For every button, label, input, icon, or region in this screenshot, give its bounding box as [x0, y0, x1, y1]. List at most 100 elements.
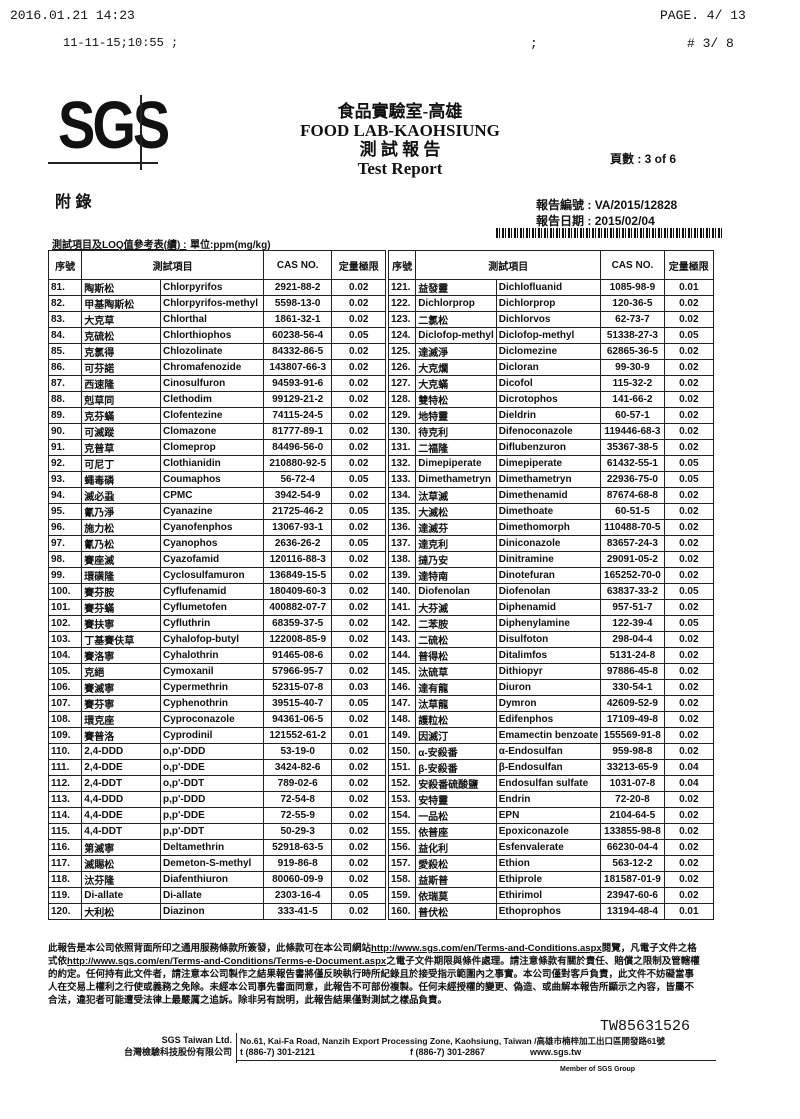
row-no: 154. [387, 807, 417, 824]
cas-no: 121552-61-2 [262, 727, 333, 744]
name-en: Difenoconazole [495, 423, 602, 440]
cas-no: 84332-86-5 [262, 343, 333, 360]
row-no: 117. [47, 855, 83, 872]
cas-no: 72-20-8 [600, 791, 665, 808]
cas-no: 2104-64-5 [600, 807, 665, 824]
loq: 0.02 [331, 391, 386, 408]
name-zh: 2,4-DDT [81, 775, 161, 792]
name-zh: 普得松 [415, 647, 497, 664]
name-en: Di-allate [159, 887, 264, 904]
cas-no: 74115-24-5 [262, 407, 333, 424]
name-zh: 第滅寧 [81, 839, 161, 856]
fax-datetime: 2016.01.21 14:23 [10, 8, 135, 23]
row-no: 92. [47, 455, 83, 472]
loq: 0.02 [663, 855, 715, 872]
name-zh: 達有龍 [415, 679, 497, 696]
table-row: 106. 賽滅寧 Cypermethrin 52315-07-8 0.03 [47, 679, 386, 696]
loq: 0.05 [331, 503, 386, 520]
cas-no: 52315-07-8 [262, 679, 333, 696]
cas-no: 563-12-2 [600, 855, 665, 872]
terms-edoc-link[interactable]: http://www.sgs.com/en/Terms-and-Conditio… [67, 956, 387, 967]
loq: 0.02 [331, 439, 386, 456]
loq: 0.02 [331, 551, 386, 568]
header-cas: CAS NO. [262, 250, 333, 280]
row-no: 112. [47, 775, 83, 792]
cas-no: 50-29-3 [262, 823, 333, 840]
name-zh: 益化利 [415, 839, 497, 856]
loq: 0.02 [663, 295, 715, 312]
report-title-en: Test Report [357, 159, 443, 178]
name-en: Diclofop-methyl [495, 327, 602, 344]
cas-no: 3424-82-6 [262, 759, 333, 776]
table-row: 157. 愛殺松 Ethion 563-12-2 0.02 [387, 855, 715, 872]
cas-no: 57966-95-7 [262, 663, 333, 680]
name-zh: 賽扶寧 [81, 615, 161, 632]
cas-no: 52918-63-5 [262, 839, 333, 856]
terms-link[interactable]: http://www.sgs.com/en/Terms-and-Conditio… [371, 943, 602, 954]
row-no: 111. [47, 759, 83, 776]
fax-page: PAGE. 4/ 13 [660, 8, 746, 23]
name-en: Cyazofamid [159, 551, 264, 568]
name-en: Endrin [495, 791, 602, 808]
loq: 0.02 [663, 311, 715, 328]
cas-no: 42609-52-9 [600, 695, 665, 712]
row-no: 146. [387, 679, 417, 696]
table-row: 128. 雙特松 Dicrotophos 141-66-2 0.02 [387, 391, 715, 408]
name-en: Cyclosulfamuron [159, 567, 264, 584]
name-en: Diphenamid [495, 599, 602, 616]
loq: 0.02 [331, 599, 386, 616]
row-no: 126. [387, 359, 417, 376]
name-zh: α-安殺番 [415, 743, 497, 760]
disclaimer-text: 之電子文件期限與條件處理。請注意條款有關於責任、賠償之限制及管轄權的約定。任何持… [48, 956, 700, 1006]
company-website[interactable]: www.sgs.tw [530, 1047, 582, 1057]
cas-no: 17109-49-8 [600, 711, 665, 728]
name-en: Cyfluthrin [159, 615, 264, 632]
table-row: 103. 丁基賽伕草 Cyhalofop-butyl 122008-85-9 0.02 [47, 631, 386, 648]
name-en: Chlorpyrifos [159, 279, 264, 296]
cas-no: 72-54-8 [262, 791, 333, 808]
cas-no: 66230-04-4 [600, 839, 665, 856]
name-zh: 環磺隆 [81, 567, 161, 584]
table-row: 107. 賽芬寧 Cyphenothrin 39515-40-7 0.05 [47, 695, 386, 712]
name-zh: 環克座 [81, 711, 161, 728]
row-no: 105. [47, 663, 83, 680]
name-en: Ethoprophos [495, 903, 602, 920]
name-en: p,p'-DDT [159, 823, 264, 840]
loq: 0.02 [331, 455, 386, 472]
name-zh: 滅必蝨 [81, 487, 161, 504]
name-en: Cyhalofop-butyl [159, 631, 264, 648]
cas-no: 22936-75-0 [600, 471, 665, 488]
cas-no: 959-98-8 [600, 743, 665, 760]
table-row: 85. 克氯得 Chlozolinate 84332-86-5 0.02 [47, 343, 386, 360]
table-row: 96. 施力松 Cyanofenphos 13067-93-1 0.02 [47, 519, 386, 536]
loq: 0.02 [663, 503, 715, 520]
cas-no: 62-73-7 [600, 311, 665, 328]
name-en: Cymoxanil [159, 663, 264, 680]
name-zh: Dimethametryn [415, 471, 497, 488]
table-row: 160. 普伏松 Ethoprophos 13194-48-4 0.01 [387, 903, 715, 920]
disclaimer-text: 此報告是本公司依照背面所印之通用服務條款所簽發，此條款可在本公司網站 [48, 943, 372, 954]
name-en: Dinotefuran [495, 567, 602, 584]
member-label: Member of SGS Group [560, 1066, 636, 1073]
header-item: 測試項目 [415, 250, 602, 280]
table-row: 139. 達特南 Dinotefuran 165252-70-0 0.02 [387, 567, 715, 584]
table-row: 117. 滅賜松 Demeton-S-methyl 919-86-8 0.02 [47, 855, 386, 872]
table-row: 83. 大克草 Chlorthal 1861-32-1 0.02 [47, 311, 386, 328]
name-zh: 賽座滅 [81, 551, 161, 568]
name-zh: 4,4-DDD [81, 791, 161, 808]
table-row: 81. 陶斯松 Chlorpyrifos 2921-88-2 0.02 [47, 279, 386, 296]
row-no: 147. [387, 695, 417, 712]
name-zh: 大滅松 [415, 503, 497, 520]
row-no: 160. [387, 903, 417, 920]
table-row: 153. 安特靈 Endrin 72-20-8 0.02 [387, 791, 715, 808]
name-en: Cypermethrin [159, 679, 264, 696]
loq: 0.02 [331, 647, 386, 664]
loq: 0.02 [331, 423, 386, 440]
table-row: 111. 2,4-DDE o,p'-DDE 3424-82-6 0.02 [47, 759, 386, 776]
loq: 0.02 [663, 535, 715, 552]
row-no: 141. [387, 599, 417, 616]
loq: 0.02 [331, 759, 386, 776]
name-en: Diflubenzuron [495, 439, 602, 456]
loq: 0.02 [663, 359, 715, 376]
name-zh: 4,4-DDE [81, 807, 161, 824]
